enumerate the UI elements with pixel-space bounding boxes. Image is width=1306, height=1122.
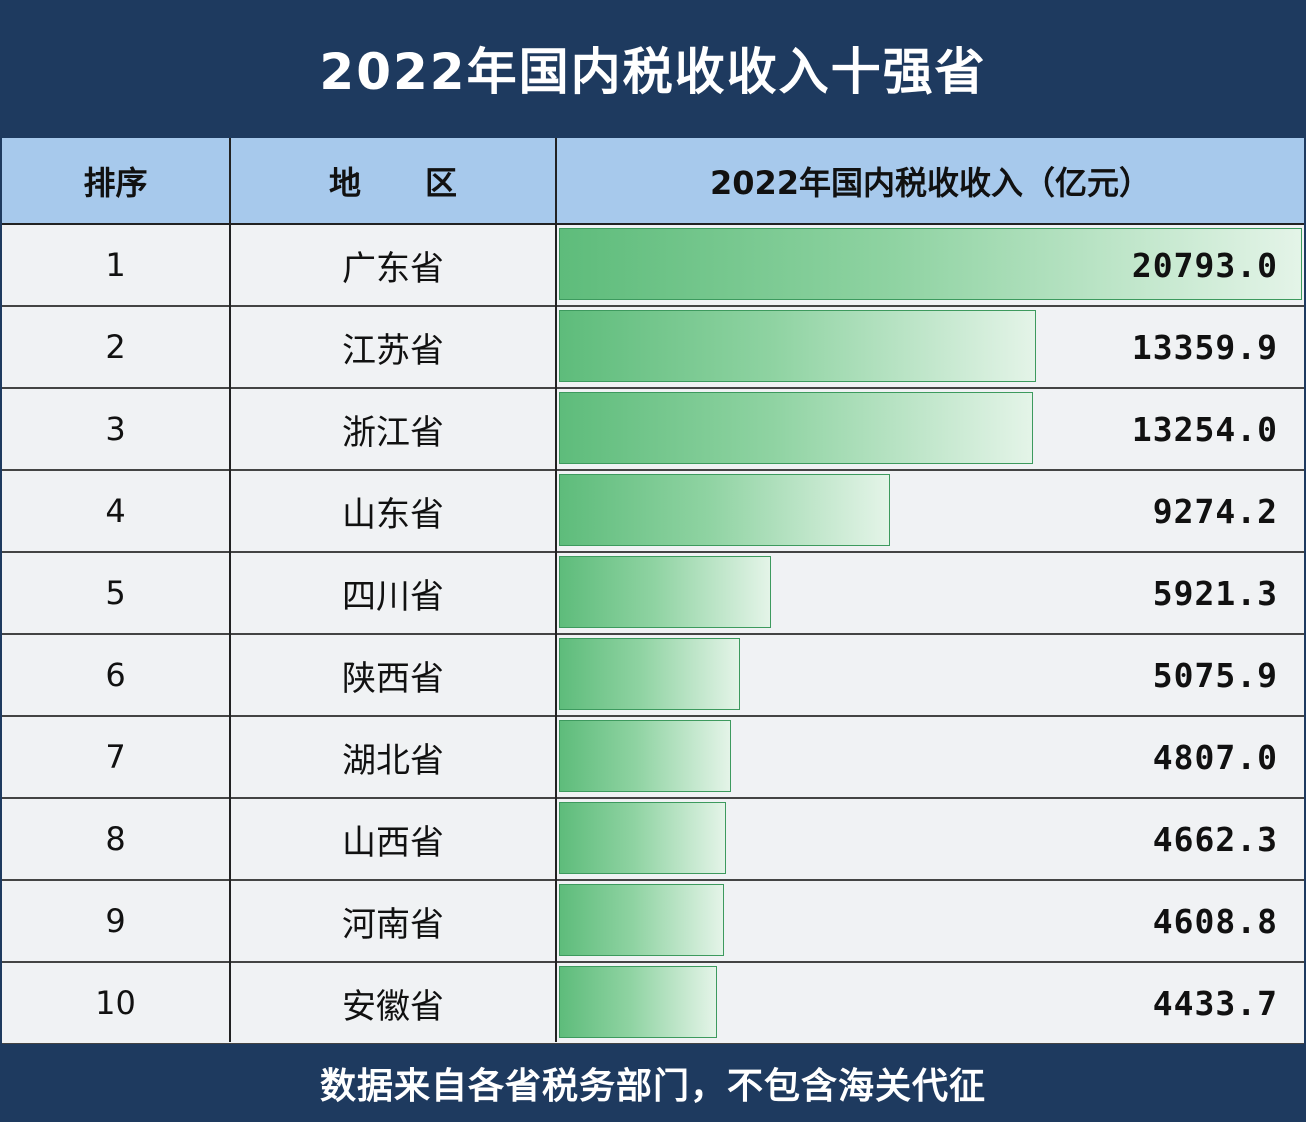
value-label: 4807.0 xyxy=(1152,737,1278,777)
table-row: 10 安徽省 4433.7 xyxy=(2,963,1304,1045)
source-note: 数据来自各省税务部门，不包含海关代征 xyxy=(319,1066,986,1107)
region-cell: 湖北省 xyxy=(342,740,444,781)
region-cell: 江苏省 xyxy=(342,330,444,371)
rank-cell: 9 xyxy=(105,902,126,940)
rank-cell: 6 xyxy=(105,656,126,694)
table-row: 3 浙江省 13254.0 xyxy=(2,389,1304,471)
region-cell: 浙江省 xyxy=(342,412,444,453)
column-divider xyxy=(229,138,231,1042)
value-bar xyxy=(559,392,1033,464)
value-label: 20793.0 xyxy=(1131,245,1278,285)
value-bar xyxy=(559,638,740,710)
value-label: 4608.8 xyxy=(1152,901,1278,941)
value-label: 9274.2 xyxy=(1152,491,1278,531)
table-row: 6 陕西省 5075.9 xyxy=(2,635,1304,717)
table-row: 4 山东省 9274.2 xyxy=(2,471,1304,553)
rank-cell: 3 xyxy=(105,410,126,448)
value-bar xyxy=(559,310,1036,382)
region-cell: 山东省 xyxy=(342,494,444,535)
rank-cell: 5 xyxy=(105,574,126,612)
table-row: 8 山西省 4662.3 xyxy=(2,799,1304,881)
value-label: 5075.9 xyxy=(1152,655,1278,695)
region-header: 地 区 xyxy=(328,163,457,202)
region-cell: 四川省 xyxy=(342,576,444,617)
region-cell: 广东省 xyxy=(342,248,444,289)
column-header-row: 排序 地 区 2022年国内税收收入（亿元） xyxy=(2,138,1304,225)
value-bar xyxy=(559,556,771,628)
rank-cell: 2 xyxy=(105,328,126,366)
value-bar xyxy=(559,802,726,874)
table-row: 7 湖北省 4807.0 xyxy=(2,717,1304,799)
region-cell: 山西省 xyxy=(342,822,444,863)
value-bar xyxy=(559,720,731,792)
rank-cell: 4 xyxy=(105,492,126,530)
value-bar xyxy=(559,966,717,1038)
value-label: 5921.3 xyxy=(1152,573,1278,613)
region-cell: 河南省 xyxy=(342,904,444,945)
value-label: 13254.0 xyxy=(1131,409,1278,449)
data-table: 排序 地 区 2022年国内税收收入（亿元） 1 广东省 20793.0 2 江苏省 13… xyxy=(2,138,1304,1045)
value-header: 2022年国内税收收入（亿元） xyxy=(709,163,1152,202)
table-row: 2 江苏省 13359.9 xyxy=(2,307,1304,389)
rank-cell: 10 xyxy=(95,984,136,1022)
footer-bar: 数据来自各省税务部门，不包含海关代征 xyxy=(0,1044,1306,1122)
title-bar: 2022年国内税收收入十强省 xyxy=(0,0,1306,136)
rank-cell: 8 xyxy=(105,820,126,858)
column-divider xyxy=(555,138,557,1042)
region-cell: 陕西省 xyxy=(342,658,444,699)
rank-header: 排序 xyxy=(83,163,148,202)
rank-cell: 7 xyxy=(105,738,126,776)
table-row: 1 广东省 20793.0 xyxy=(2,225,1304,307)
value-label: 4662.3 xyxy=(1152,819,1278,859)
table-row: 5 四川省 5921.3 xyxy=(2,553,1304,635)
value-bar xyxy=(559,474,890,546)
table-row: 9 河南省 4608.8 xyxy=(2,881,1304,963)
rank-cell: 1 xyxy=(105,246,126,284)
value-bar xyxy=(559,228,1302,300)
chart-title: 2022年国内税收收入十强省 xyxy=(319,43,987,101)
value-bar xyxy=(559,884,724,956)
value-label: 13359.9 xyxy=(1131,327,1278,367)
value-label: 4433.7 xyxy=(1152,983,1278,1023)
region-cell: 安徽省 xyxy=(342,986,444,1027)
